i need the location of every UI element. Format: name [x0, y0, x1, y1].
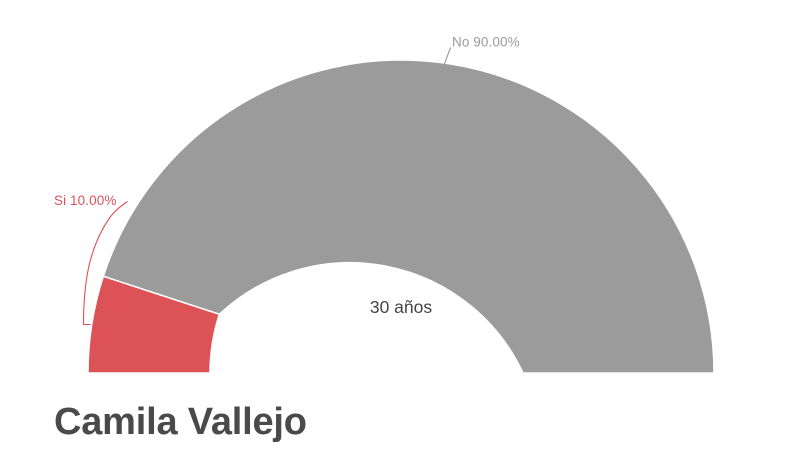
center-value-label: 30 años — [370, 297, 433, 317]
slice-label-no: No 90.00% — [452, 35, 520, 50]
leader-bracket-si — [82, 201, 128, 326]
slice-si[interactable] — [87, 275, 221, 374]
slice-no[interactable] — [102, 59, 715, 374]
chart-title: Camila Vallejo — [54, 401, 307, 443]
slice-label-si: Si 10.00% — [54, 193, 116, 208]
leader-line-no — [442, 47, 452, 67]
